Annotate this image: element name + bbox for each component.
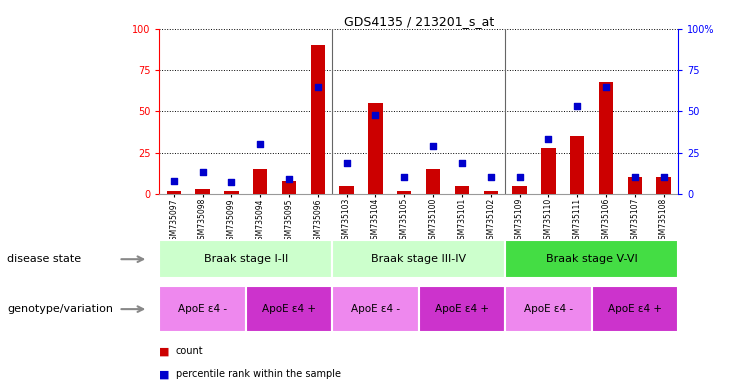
Text: ■: ■ [159,369,170,379]
Bar [167,190,181,194]
Title: GDS4135 / 213201_s_at: GDS4135 / 213201_s_at [344,15,494,28]
Text: ■: ■ [159,346,170,356]
Point [312,84,324,90]
Bar [505,286,591,332]
Text: ApoE ε4 +: ApoE ε4 + [608,304,662,314]
Point [600,84,612,90]
Text: Braak stage III-IV: Braak stage III-IV [371,254,466,264]
Point [485,174,496,180]
Text: ApoE ε4 -: ApoE ε4 - [178,304,227,314]
Bar [599,82,614,194]
Text: ApoE ε4 +: ApoE ε4 + [435,304,489,314]
Bar [159,240,332,278]
Point [341,159,353,166]
Point [167,178,179,184]
Bar [224,190,239,194]
Bar [397,190,411,194]
Bar [419,286,505,332]
Bar [657,177,671,194]
Bar [505,240,678,278]
Text: Braak stage I-II: Braak stage I-II [204,254,288,264]
Text: count: count [176,346,203,356]
Point [514,174,525,180]
Point [225,179,237,185]
Point [658,174,670,180]
Bar [196,189,210,194]
Text: disease state: disease state [7,254,82,264]
Point [254,141,266,147]
Point [456,159,468,166]
Point [370,112,382,118]
Bar [246,286,332,332]
Bar [332,240,505,278]
Point [629,174,641,180]
Text: ApoE ε4 +: ApoE ε4 + [262,304,316,314]
Bar [591,286,678,332]
Point [542,136,554,142]
Text: genotype/variation: genotype/variation [7,304,113,314]
Bar [282,181,296,194]
Point [571,103,583,109]
Point [283,176,295,182]
Point [427,143,439,149]
Bar [310,45,325,194]
Point [196,169,208,175]
Text: Braak stage V-VI: Braak stage V-VI [545,254,637,264]
Text: ApoE ε4 -: ApoE ε4 - [351,304,400,314]
Text: ApoE ε4 -: ApoE ε4 - [524,304,573,314]
Bar [628,177,642,194]
Bar [339,186,354,194]
Bar [253,169,268,194]
Text: percentile rank within the sample: percentile rank within the sample [176,369,341,379]
Point [399,174,411,180]
Bar [570,136,585,194]
Bar [332,286,419,332]
Bar [541,148,556,194]
Bar [512,186,527,194]
Bar [159,286,246,332]
Bar [455,186,469,194]
Bar [426,169,440,194]
Bar [368,103,382,194]
Bar [483,190,498,194]
